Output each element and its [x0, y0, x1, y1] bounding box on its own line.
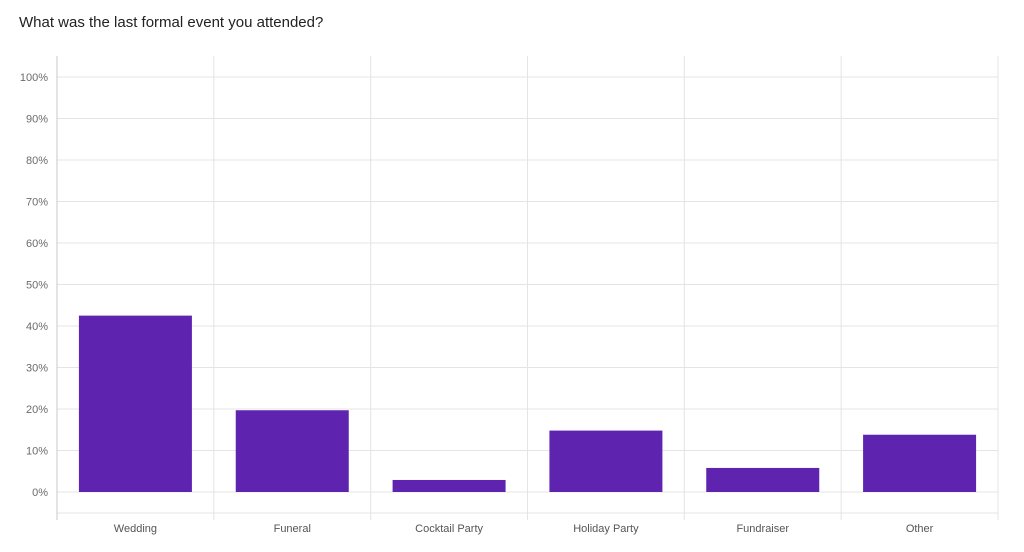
x-category-label: Wedding [114, 523, 157, 535]
x-category-label: Other [906, 523, 934, 535]
x-category-label: Cocktail Party [415, 523, 483, 535]
y-tick-label: 20% [26, 404, 48, 416]
bar-holiday-party[interactable] [549, 430, 663, 492]
bar-other[interactable] [863, 434, 977, 492]
x-category-label: Funeral [274, 523, 311, 535]
y-tick-label: 50% [26, 280, 48, 292]
y-tick-label: 80% [26, 155, 48, 167]
y-axis-ticks: 0% 10% 20% 30% 40% 50% 60% 70% 80% 90% 100% [20, 72, 48, 499]
y-tick-label: 100% [20, 72, 48, 84]
bar-fundraiser[interactable] [706, 467, 820, 492]
x-category-label: Holiday Party [573, 523, 639, 535]
bar-cocktail-party[interactable] [392, 479, 506, 492]
y-tick-label: 60% [26, 238, 48, 250]
y-tick-label: 40% [26, 321, 48, 333]
survey-question-title: What was the last formal event you atten… [19, 14, 324, 31]
gridlines [56, 56, 999, 520]
x-axis-labels: Wedding Funeral Cocktail Party Holiday Part… [114, 523, 934, 535]
y-tick-label: 90% [26, 114, 48, 126]
bar-wedding[interactable] [78, 315, 192, 492]
x-category-label: Fundraiser [736, 523, 789, 535]
y-tick-label: 30% [26, 363, 48, 375]
bar-funeral[interactable] [235, 410, 349, 492]
y-tick-label: 0% [32, 487, 48, 499]
bars [78, 315, 977, 492]
y-tick-label: 10% [26, 446, 48, 458]
y-tick-label: 70% [26, 197, 48, 209]
